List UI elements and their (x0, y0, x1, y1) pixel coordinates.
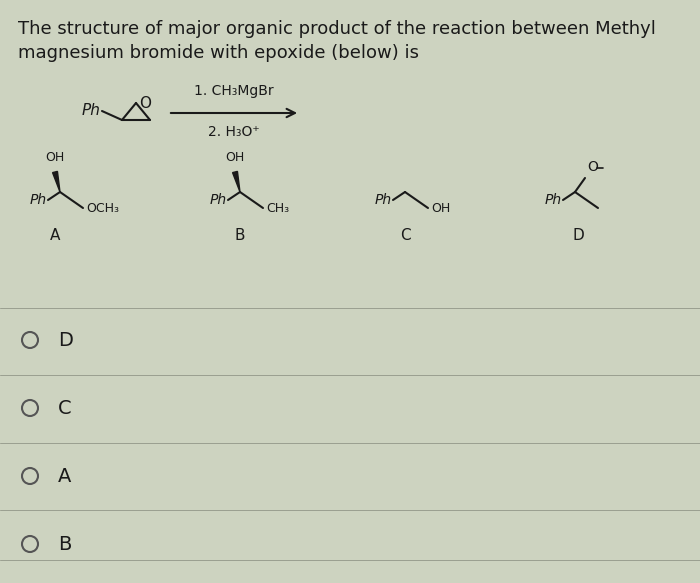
Text: B: B (58, 535, 71, 553)
Text: D: D (58, 331, 73, 349)
Text: The structure of major organic product of the reaction between Methyl: The structure of major organic product o… (18, 20, 656, 38)
Text: B: B (234, 228, 245, 243)
Text: Ph: Ph (81, 103, 100, 118)
Text: OH: OH (225, 151, 244, 164)
Text: OCH₃: OCH₃ (86, 202, 119, 215)
Text: Ph: Ph (30, 193, 47, 207)
Text: O: O (139, 96, 151, 111)
Text: A: A (58, 466, 71, 486)
Text: O: O (587, 160, 598, 174)
Text: 1. CH₃MgBr: 1. CH₃MgBr (194, 84, 274, 98)
Text: OH: OH (46, 151, 64, 164)
Text: OH: OH (431, 202, 450, 215)
Text: D: D (572, 228, 584, 243)
Polygon shape (232, 171, 240, 192)
Text: C: C (58, 399, 71, 417)
Text: Ph: Ph (375, 193, 392, 207)
Text: Ph: Ph (545, 193, 562, 207)
Polygon shape (52, 171, 60, 192)
Text: magnesium bromide with epoxide (below) is: magnesium bromide with epoxide (below) i… (18, 44, 419, 62)
Text: CH₃: CH₃ (266, 202, 289, 215)
Text: Ph: Ph (210, 193, 227, 207)
Text: A: A (50, 228, 60, 243)
Text: 2. H₃O⁺: 2. H₃O⁺ (208, 125, 260, 139)
Text: C: C (400, 228, 410, 243)
